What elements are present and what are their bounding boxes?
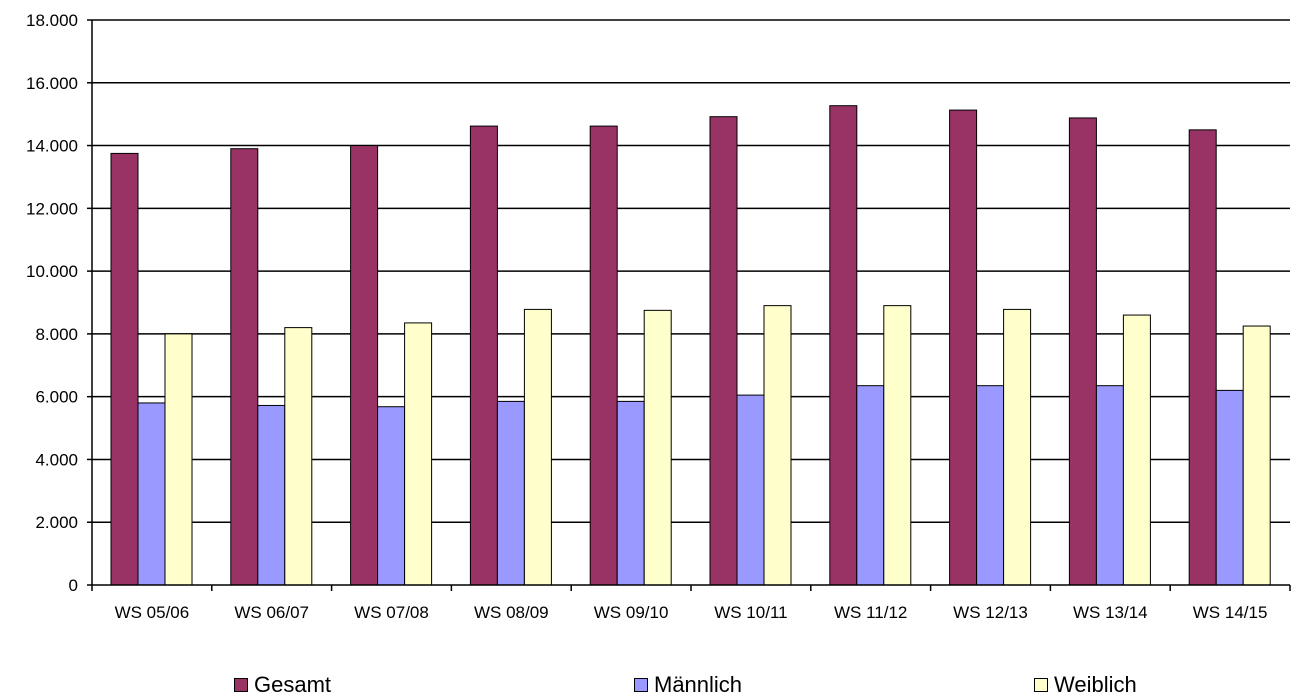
bar-männlich-2 [257,404,286,586]
y-tick-label: 16.000 [26,74,78,93]
bar-männlich-7 [856,385,885,586]
legend-swatch-weiblich [1034,678,1048,692]
x-tick-label: WS 10/11 [714,603,787,622]
bar-weiblich-9 [1122,314,1151,586]
legend-item-gesamt: Gesamt [234,672,331,698]
bar-männlich-8 [976,385,1005,586]
bar-weiblich-7 [883,305,912,586]
y-tick-label: 4.000 [35,450,78,469]
y-tick-label: 2.000 [35,513,78,532]
bar-männlich-3 [377,406,406,586]
y-tick-label: 8.000 [35,325,78,344]
bar-männlich-5 [616,400,645,586]
legend-swatch-maennlich [634,678,648,692]
legend-swatch-gesamt [234,678,248,692]
bar-männlich-4 [496,400,525,586]
x-tick-label: WS 09/10 [594,603,669,622]
bars [110,105,1271,586]
x-tick-label: WS 13/14 [1073,603,1148,622]
x-tick-label: WS 12/13 [953,603,1028,622]
bar-gesamt-6 [709,116,738,586]
bar-männlich-10 [1215,389,1244,586]
bar-weiblich-8 [1003,308,1032,586]
y-tick-label: 14.000 [26,137,78,156]
legend-item-weiblich: Weiblich [1034,672,1137,698]
bar-weiblich-10 [1242,325,1271,586]
bar-gesamt-2 [230,148,259,586]
x-tick-label: WS 06/07 [234,603,309,622]
x-tick-label: WS 14/15 [1193,603,1268,622]
y-tick-label: 18.000 [26,11,78,30]
bar-männlich-1 [137,402,166,586]
bar-männlich-9 [1095,385,1124,586]
x-tick-label: WS 07/08 [354,603,429,622]
axes [87,19,1291,591]
x-tick-label: WS 05/06 [115,603,190,622]
legend-label-maennlich: Männlich [654,672,743,697]
x-tick-label: WS 08/09 [474,603,549,622]
bar-weiblich-5 [643,309,672,586]
legend-label-gesamt: Gesamt [254,672,332,697]
legend-item-maennlich: Männlich [634,672,742,698]
legend: Gesamt Männlich Weiblich [0,672,1292,697]
bar-gesamt-10 [1188,129,1217,586]
bar-gesamt-5 [589,125,618,586]
y-tick-labels: 0 2.000 4.000 6.000 8.000 10.000 12.000 14.000 1… [26,11,78,595]
x-tick-labels: WS 05/06 WS 06/07 WS 07/08 WS 08/09 WS 09/10… [115,603,1268,622]
bar-gesamt-3 [350,145,379,586]
y-tick-label: 0 [69,576,78,595]
bar-weiblich-4 [523,308,552,586]
bar-weiblich-1 [164,333,193,586]
x-tick-label: WS 11/12 [834,603,907,622]
bar-weiblich-2 [284,327,313,586]
bar-gesamt-9 [1068,117,1097,586]
y-tick-label: 12.000 [26,199,78,218]
y-tick-label: 10.000 [26,262,78,281]
bar-weiblich-3 [404,322,433,586]
y-tick-label: 6.000 [35,388,78,407]
bar-gesamt-8 [949,109,978,586]
bar-gesamt-1 [110,152,139,586]
legend-label-weiblich: Weiblich [1054,672,1137,697]
bar-männlich-6 [736,394,765,586]
bar-gesamt-7 [829,105,858,586]
bar-gesamt-4 [469,125,498,586]
bar-weiblich-6 [763,305,792,586]
